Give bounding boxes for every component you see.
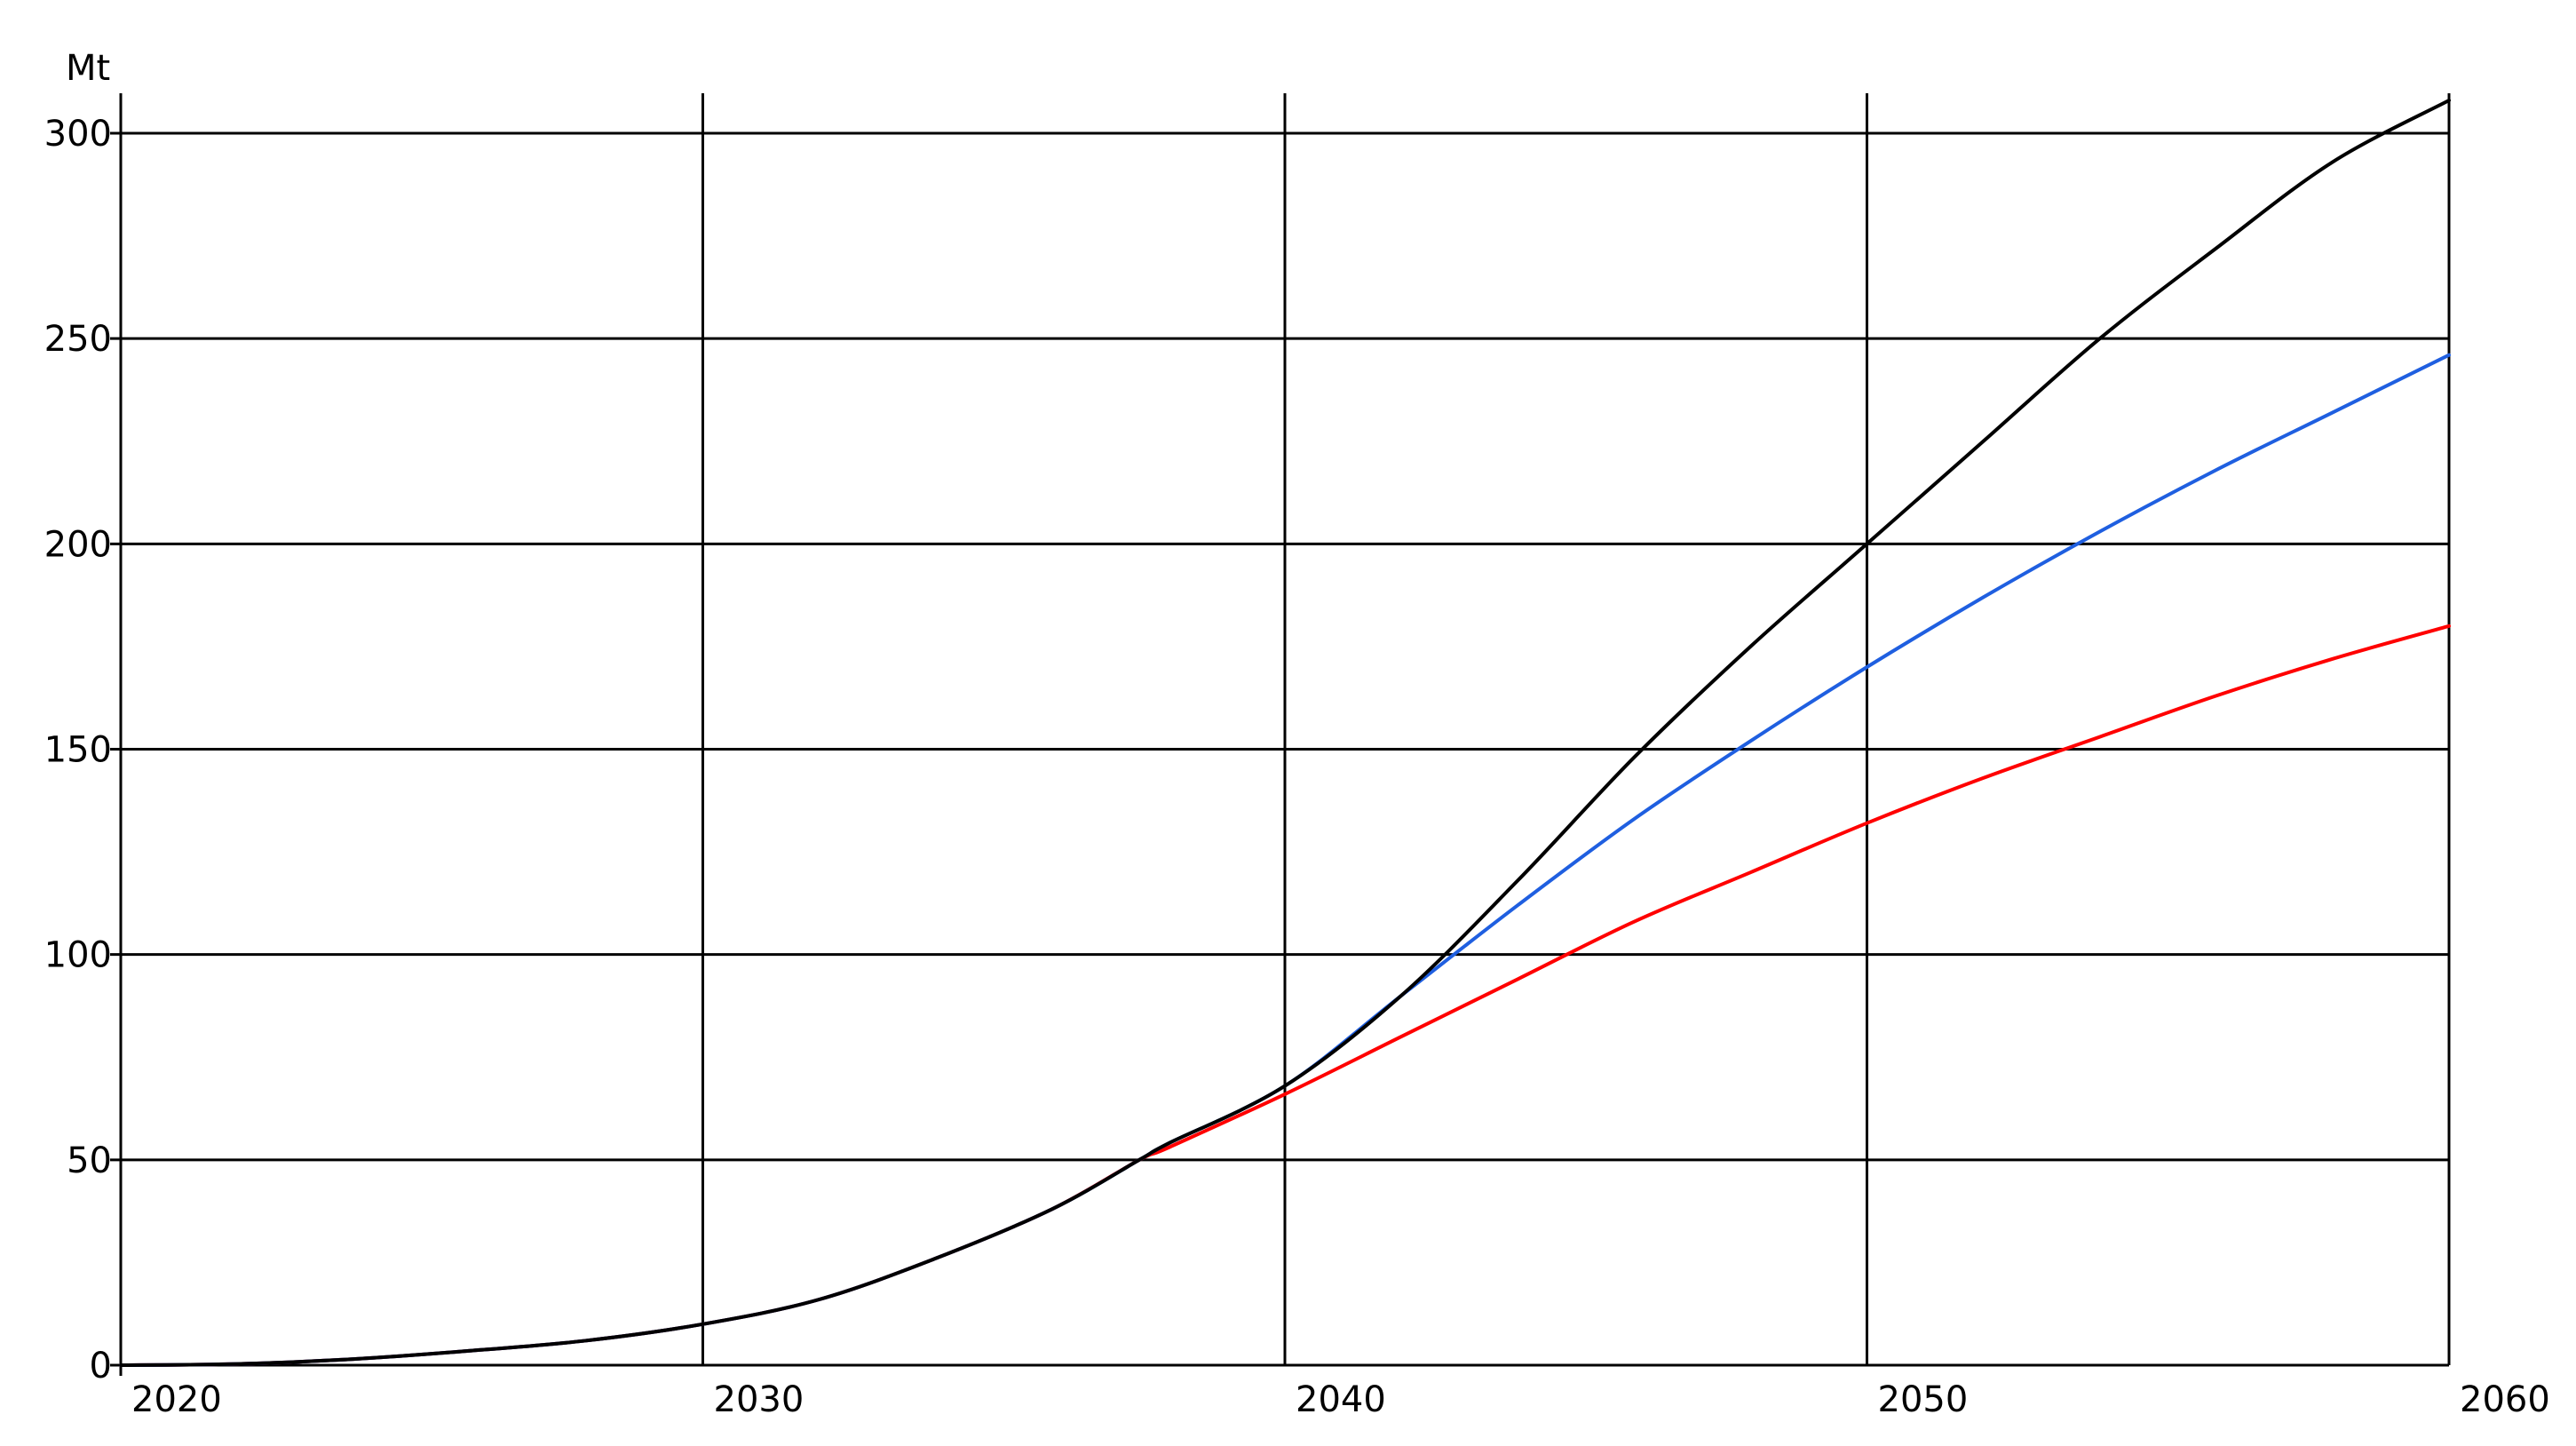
- y-tick-label: 250: [44, 319, 112, 360]
- y-tick-label: 0: [90, 1346, 112, 1386]
- series-line-black: [119, 99, 2451, 1367]
- tick-labels: 0 50 100 150 200 250 300 2020 2030 2040 2050 2060: [44, 114, 2550, 1420]
- series-lines: [119, 99, 2451, 1367]
- x-tick-label: 2030: [714, 1379, 805, 1420]
- y-tick-label: 300: [44, 114, 112, 155]
- x-tick-label: 2020: [131, 1379, 222, 1420]
- x-tick-label: 2060: [2460, 1379, 2550, 1420]
- x-tick-label: 2050: [1878, 1379, 1969, 1420]
- y-axis-unit-label: Mt: [66, 48, 110, 89]
- y-tick-label: 150: [44, 730, 112, 771]
- axes: [110, 93, 2449, 1376]
- y-tick-label: 100: [44, 935, 112, 976]
- y-tick-label: 200: [44, 524, 112, 565]
- x-tick-label: 2040: [1296, 1379, 1386, 1420]
- y-tick-label: 50: [67, 1140, 112, 1181]
- grid-lines: [110, 93, 2451, 1365]
